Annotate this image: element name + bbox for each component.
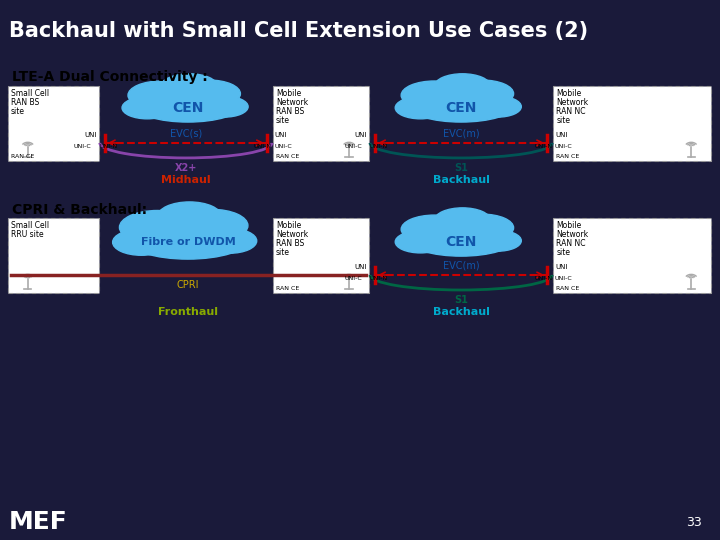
- Bar: [553, 86, 711, 161]
- Text: RAN CE: RAN CE: [556, 286, 580, 291]
- Text: UNI-C: UNI-C: [554, 144, 572, 149]
- Ellipse shape: [176, 210, 248, 242]
- Text: S1: S1: [454, 295, 468, 305]
- Bar: [553, 218, 711, 293]
- Text: EVC(m): EVC(m): [443, 261, 480, 271]
- Text: EVC(s): EVC(s): [170, 129, 202, 139]
- Ellipse shape: [408, 90, 513, 122]
- Text: RAN CE: RAN CE: [556, 154, 580, 159]
- Bar: [273, 218, 369, 293]
- Ellipse shape: [158, 202, 222, 231]
- Ellipse shape: [202, 228, 257, 253]
- Ellipse shape: [395, 97, 446, 119]
- Text: RAN CE: RAN CE: [11, 154, 34, 159]
- Text: UNI-N: UNI-N: [534, 276, 552, 281]
- Text: Network: Network: [276, 98, 308, 107]
- Text: S1: S1: [454, 163, 468, 173]
- Text: Network: Network: [556, 98, 588, 107]
- Text: CEN: CEN: [446, 235, 477, 249]
- Ellipse shape: [474, 230, 521, 251]
- Text: RAN BS: RAN BS: [276, 239, 304, 248]
- Text: Backhaul: Backhaul: [433, 175, 490, 185]
- Text: UNI-N: UNI-N: [370, 276, 388, 281]
- Text: Fronthaul: Fronthaul: [158, 307, 218, 317]
- Text: Small Cell: Small Cell: [11, 89, 49, 98]
- Text: UNI: UNI: [555, 264, 567, 270]
- Text: UNI-N: UNI-N: [370, 144, 388, 149]
- Ellipse shape: [135, 90, 240, 122]
- Text: Network: Network: [276, 230, 308, 239]
- Text: Backhaul: Backhaul: [433, 307, 490, 317]
- Text: RAN CE: RAN CE: [276, 154, 300, 159]
- Ellipse shape: [395, 231, 446, 253]
- Ellipse shape: [401, 215, 468, 244]
- Text: Mobile: Mobile: [556, 221, 581, 230]
- Text: site: site: [276, 116, 290, 125]
- Ellipse shape: [112, 229, 170, 255]
- Ellipse shape: [200, 96, 248, 117]
- Text: MEF: MEF: [9, 510, 68, 535]
- Text: CPRI: CPRI: [176, 280, 199, 290]
- Text: EVC(m): EVC(m): [443, 129, 480, 139]
- Text: X2+: X2+: [175, 163, 197, 173]
- Text: UNI: UNI: [355, 264, 367, 270]
- Text: UNI-C: UNI-C: [74, 144, 91, 149]
- Text: UNI-N: UNI-N: [100, 144, 118, 149]
- Ellipse shape: [434, 208, 490, 233]
- Text: UNI-C: UNI-C: [344, 276, 362, 281]
- Bar: [8, 86, 99, 161]
- Text: Network: Network: [556, 230, 588, 239]
- Text: 33: 33: [686, 516, 702, 529]
- Ellipse shape: [434, 74, 490, 98]
- Text: RAN BS: RAN BS: [276, 107, 304, 116]
- Ellipse shape: [401, 81, 468, 110]
- Text: Mobile: Mobile: [276, 89, 301, 98]
- Text: RAN NC: RAN NC: [556, 107, 585, 116]
- Text: site: site: [556, 116, 570, 125]
- Text: RAN BS: RAN BS: [11, 98, 39, 107]
- Text: UNI: UNI: [555, 132, 567, 138]
- Text: Backhaul with Small Cell Extension Use Cases (2): Backhaul with Small Cell Extension Use C…: [9, 21, 588, 41]
- Text: RRU site: RRU site: [11, 230, 43, 239]
- Text: CEN: CEN: [172, 101, 204, 115]
- Text: RAN NC: RAN NC: [556, 239, 585, 248]
- Ellipse shape: [128, 221, 248, 259]
- Text: CEN: CEN: [446, 101, 477, 115]
- Text: Mobile: Mobile: [276, 221, 301, 230]
- Text: UNI-C: UNI-C: [344, 144, 362, 149]
- Text: site: site: [556, 248, 570, 257]
- Text: CPRI & Backhaul:: CPRI & Backhaul:: [12, 203, 147, 217]
- Text: site: site: [11, 107, 24, 116]
- Text: LTE-A Dual Connectivity :: LTE-A Dual Connectivity :: [12, 70, 207, 84]
- Ellipse shape: [408, 224, 513, 256]
- Ellipse shape: [474, 96, 521, 117]
- Text: Mobile: Mobile: [556, 89, 581, 98]
- Ellipse shape: [120, 211, 196, 244]
- Text: site: site: [276, 248, 290, 257]
- Ellipse shape: [122, 97, 173, 119]
- Text: UNI-C: UNI-C: [554, 276, 572, 281]
- Text: UNI-C: UNI-C: [274, 144, 292, 149]
- Text: Midhaul: Midhaul: [161, 175, 211, 185]
- Text: Small Cell: Small Cell: [11, 221, 49, 230]
- Ellipse shape: [128, 81, 194, 110]
- Text: RAN CE: RAN CE: [276, 286, 300, 291]
- Ellipse shape: [451, 80, 513, 107]
- Text: Fibre or DWDM: Fibre or DWDM: [140, 237, 235, 247]
- Ellipse shape: [161, 74, 217, 98]
- Text: UNI: UNI: [275, 132, 287, 138]
- Ellipse shape: [177, 80, 240, 107]
- Text: UNI: UNI: [85, 132, 97, 138]
- Text: UNI: UNI: [355, 132, 367, 138]
- Ellipse shape: [451, 214, 513, 241]
- Bar: [273, 86, 369, 161]
- Text: UNI-N: UNI-N: [254, 144, 272, 149]
- Text: UNI-N: UNI-N: [534, 144, 552, 149]
- Bar: [8, 218, 99, 293]
